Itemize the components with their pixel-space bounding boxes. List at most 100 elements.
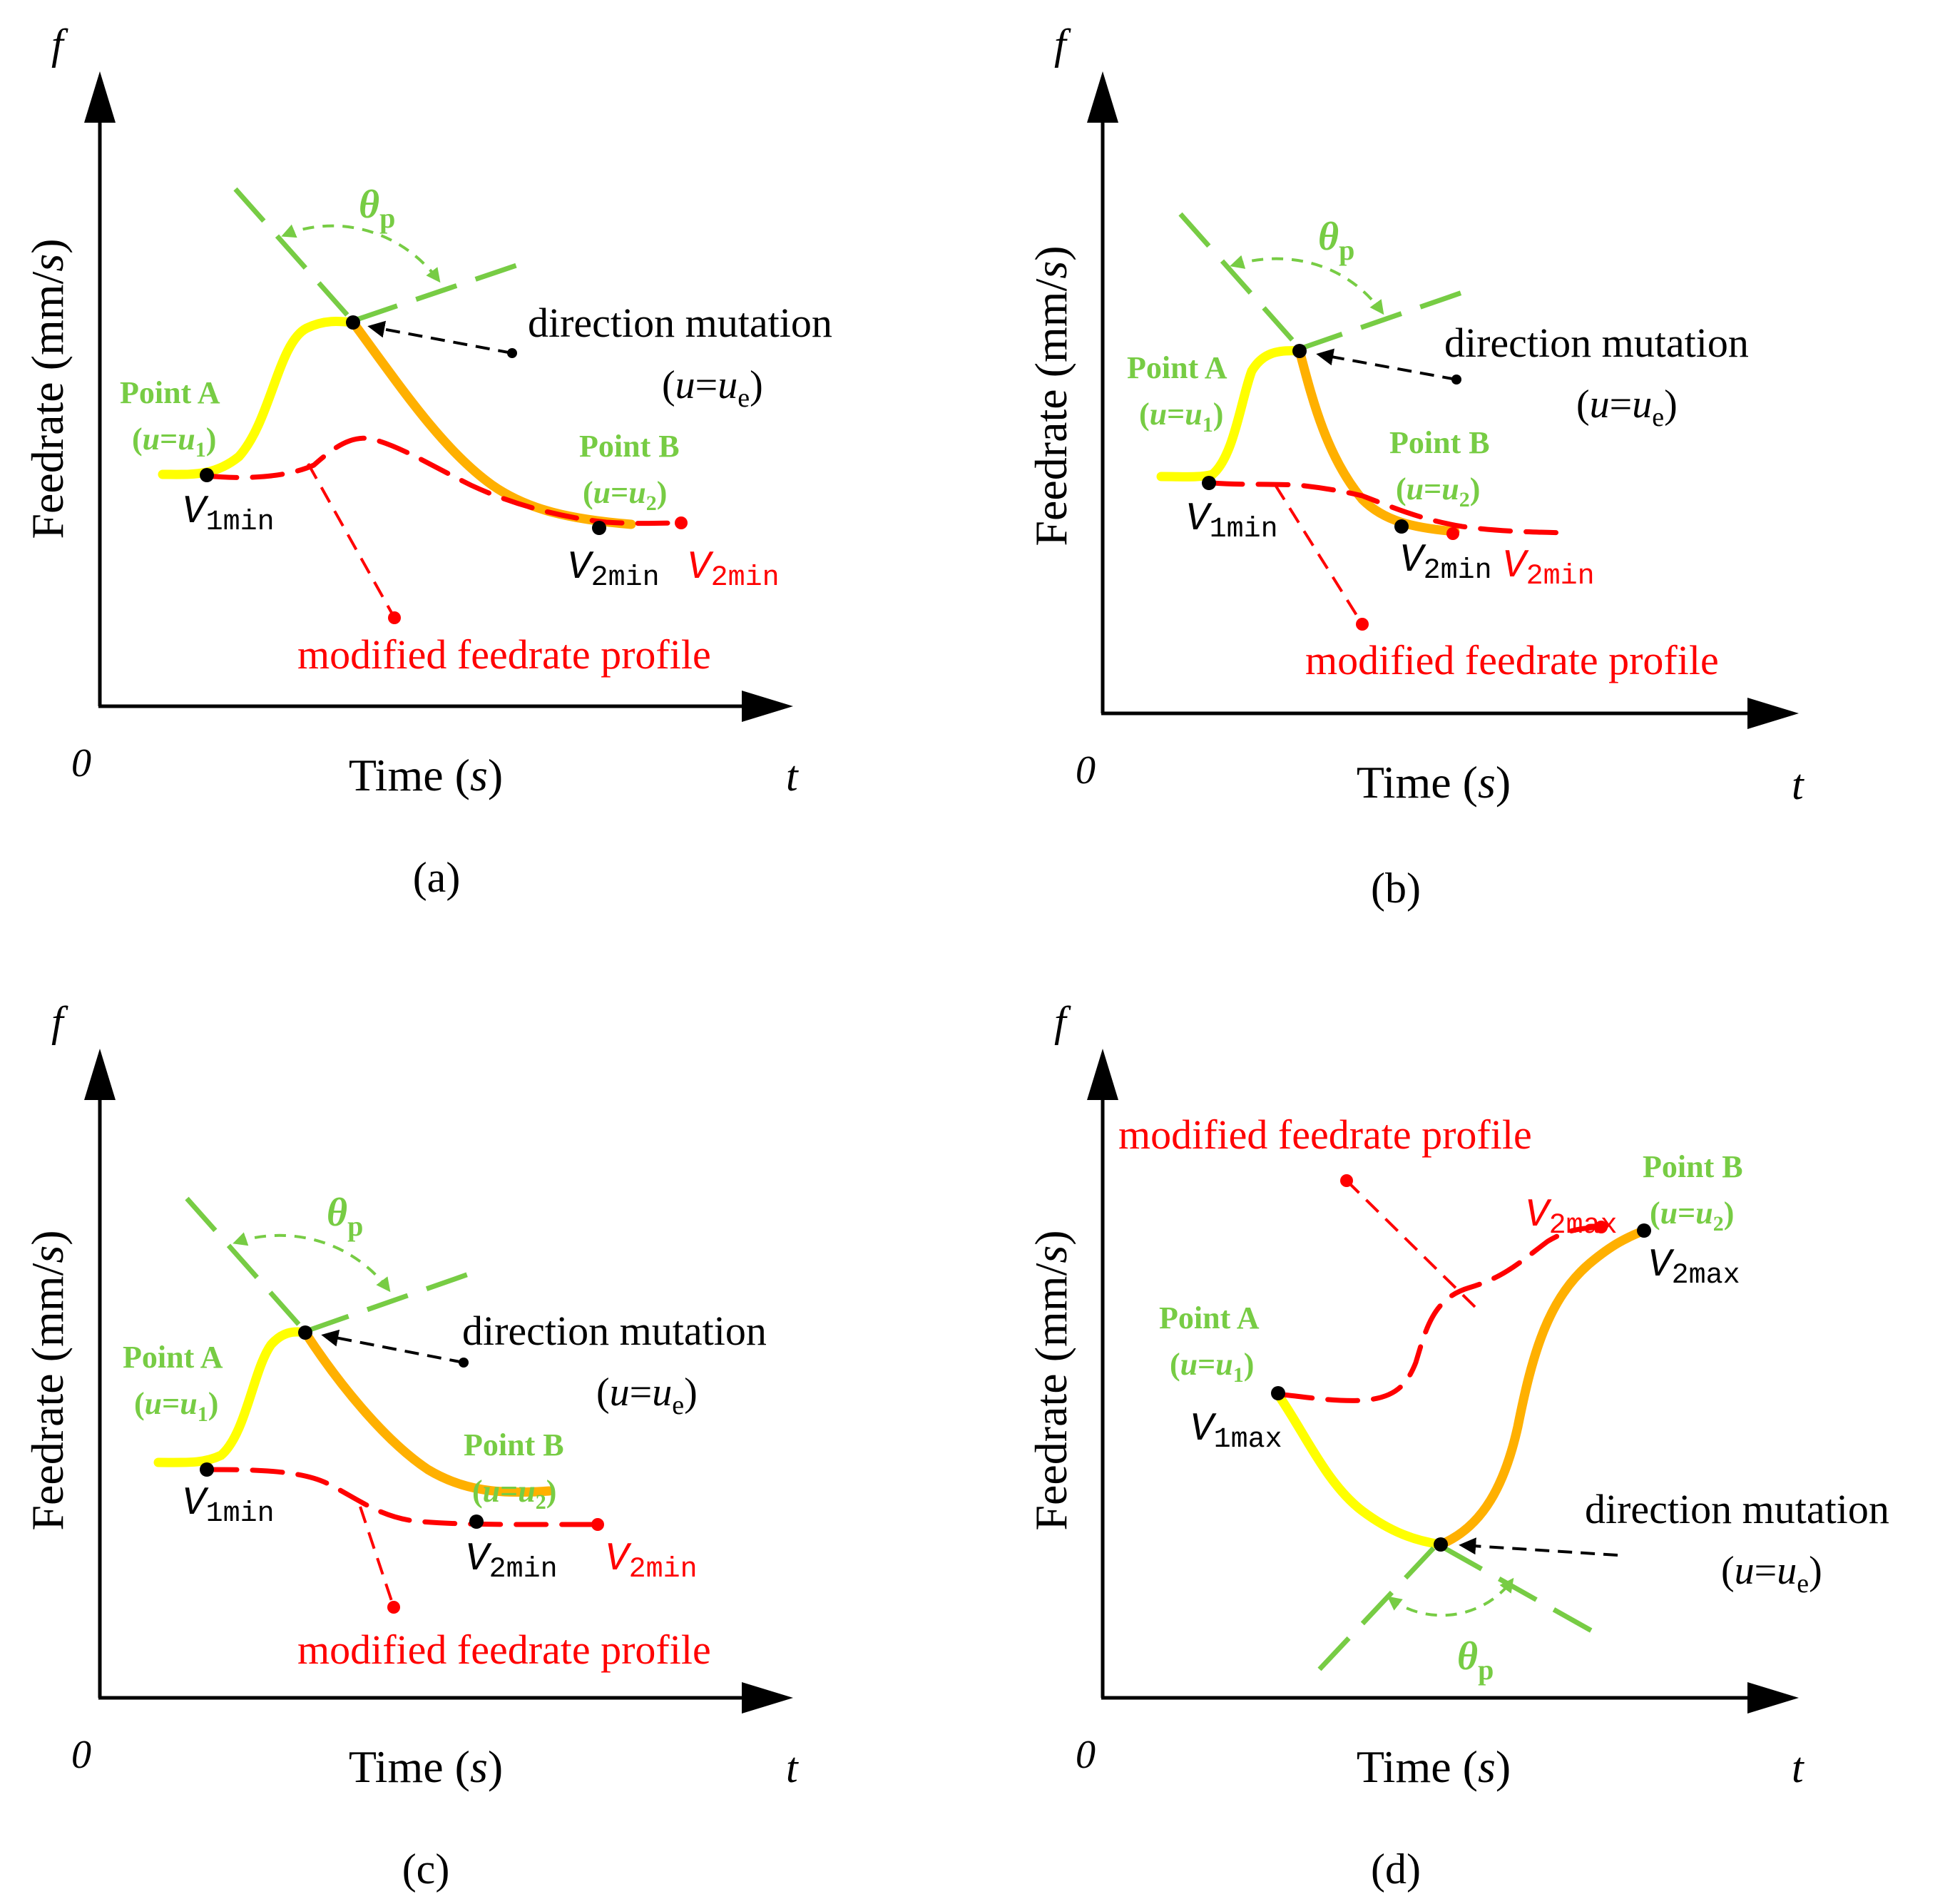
v2-red-label: V2min: [605, 1536, 698, 1586]
modified-profile-curve: [204, 1467, 601, 1527]
modified-leader: [359, 1506, 395, 1608]
v2-label: V2max: [1648, 1242, 1740, 1292]
y-axis-title: Feedrate (mm/s): [22, 1230, 73, 1530]
axis-y-symbol: f: [51, 21, 68, 68]
y-axis-title: Feedrate (mm/s): [1026, 1230, 1076, 1530]
panel-d: f t 0 Feedrate (mm/s) Time (s) (d) modif…: [1026, 998, 1889, 1893]
point-a-label: Point A: [120, 375, 220, 410]
mutation-leader-dot: [459, 1358, 469, 1368]
modified-profile-label: modified feedrate profile: [297, 631, 711, 678]
panel-b: f t 0 Feedrate (mm/s) Time (s) (b) modif…: [1026, 21, 1805, 912]
panel-caption: (a): [413, 854, 461, 901]
axis-x-symbol: t: [1792, 761, 1805, 808]
angle-arc: [1387, 1577, 1514, 1617]
mutation-point: [346, 315, 360, 330]
v1-label: V1min: [182, 489, 275, 539]
axis-y-symbol: f: [51, 998, 68, 1045]
mutation-point: [1292, 344, 1307, 358]
modified-leader: [307, 463, 396, 618]
modified-profile-label: modified feedrate profile: [1305, 637, 1719, 683]
panel-caption: (b): [1371, 865, 1421, 912]
point-a-param: (u=u1): [1139, 397, 1223, 437]
tangent-line-1: [1317, 1546, 1436, 1671]
v2-red-label: V2min: [687, 544, 780, 594]
point-a-marker: [1271, 1386, 1285, 1400]
origin-label: 0: [71, 741, 91, 785]
tangent-line-2: [1300, 290, 1464, 351]
angle-arc: [281, 224, 441, 283]
v2-label: V2min: [1399, 537, 1492, 587]
v2-red-dot: [591, 1518, 604, 1531]
modified-leader-dot: [388, 611, 401, 624]
origin-label: 0: [1076, 1733, 1096, 1777]
x-axis-title: Time (s): [1357, 757, 1511, 808]
theta-label: θp: [1457, 1634, 1494, 1686]
v2-label: V2min: [567, 544, 660, 594]
point-a-label: Point A: [123, 1340, 223, 1375]
panel-caption: (c): [402, 1846, 450, 1893]
origin-label: 0: [1076, 748, 1096, 793]
mutation-point: [1434, 1537, 1448, 1552]
point-b-param: (u=u2): [583, 475, 667, 515]
point-a-param: (u=u1): [132, 422, 216, 462]
v2-red-label: V2max: [1525, 1192, 1618, 1242]
origin-label: 0: [71, 1733, 91, 1777]
mutation-label: direction mutation: [1444, 320, 1749, 366]
mutation-label: direction mutation: [1585, 1486, 1889, 1532]
mutation-param: (u=ue): [1576, 382, 1678, 432]
mutation-label: direction mutation: [462, 1308, 767, 1354]
tangent-line-2: [1443, 1545, 1596, 1635]
point-b-label: Point B: [1389, 425, 1490, 460]
point-b-param: (u=u2): [1650, 1196, 1734, 1236]
mutation-leader: [367, 320, 513, 355]
mutation-point: [298, 1325, 312, 1340]
v1-label: V1min: [182, 1480, 275, 1530]
tangent-line-1: [1178, 212, 1297, 345]
x-axis-title: Time (s): [1357, 1741, 1511, 1792]
panel-a: f t 0 Feedrate (mm/s) Time (s) (a) modif…: [22, 21, 832, 901]
point-b-marker: [592, 521, 606, 535]
mutation-param: (u=ue): [662, 363, 763, 413]
point-a-label: Point A: [1127, 350, 1227, 385]
angle-arc: [1230, 255, 1384, 315]
axis-y-symbol: f: [1054, 21, 1071, 68]
curve-falling-segment: [1295, 346, 1460, 536]
modified-leader-dot: [1340, 1174, 1353, 1187]
point-b-param: (u=u2): [472, 1474, 556, 1514]
modified-profile-label: modified feedrate profile: [297, 1626, 711, 1673]
v2-red-dot: [1595, 1221, 1608, 1233]
curve-rising-segment: [1156, 346, 1305, 482]
theta-label: θp: [1318, 215, 1354, 266]
x-axis-arrow: [742, 691, 793, 722]
point-a-param: (u=u1): [1170, 1347, 1254, 1387]
mutation-leader: [1316, 348, 1457, 381]
curve-rising-segment: [153, 1327, 310, 1467]
modified-profile-curve: [1210, 480, 1572, 536]
theta-label: θp: [327, 1191, 363, 1242]
v2-red-label: V2min: [1502, 543, 1595, 593]
angle-arc: [233, 1232, 391, 1293]
x-axis-arrow: [1747, 698, 1799, 729]
mutation-leader-dot: [1451, 375, 1461, 385]
v2-label: V2min: [465, 1536, 558, 1586]
mutation-param: (u=ue): [596, 1370, 698, 1420]
point-a-marker: [200, 1462, 214, 1477]
x-axis-title: Time (s): [349, 1741, 503, 1792]
tangent-line-1: [185, 1196, 303, 1329]
mutation-param: (u=ue): [1721, 1549, 1822, 1599]
point-b-marker: [1394, 519, 1409, 534]
y-axis-arrow: [84, 71, 116, 123]
panel-c: f t 0 Feedrate (mm/s) Time (s) (c) modif…: [22, 998, 799, 1893]
axis-x-symbol: t: [1792, 1744, 1805, 1791]
x-axis-arrow: [742, 1682, 793, 1714]
modified-leader-dot: [1356, 618, 1369, 631]
point-a-label: Point A: [1159, 1300, 1260, 1335]
tangent-line-2: [355, 261, 522, 322]
point-a-marker: [200, 468, 214, 482]
modified-leader: [1345, 1179, 1476, 1308]
mutation-label: direction mutation: [528, 300, 832, 346]
point-b-marker: [469, 1514, 484, 1529]
mutation-leader: [1459, 1537, 1618, 1557]
modified-profile-curve: [1280, 1224, 1604, 1403]
mutation-leader-dot: [507, 348, 517, 358]
